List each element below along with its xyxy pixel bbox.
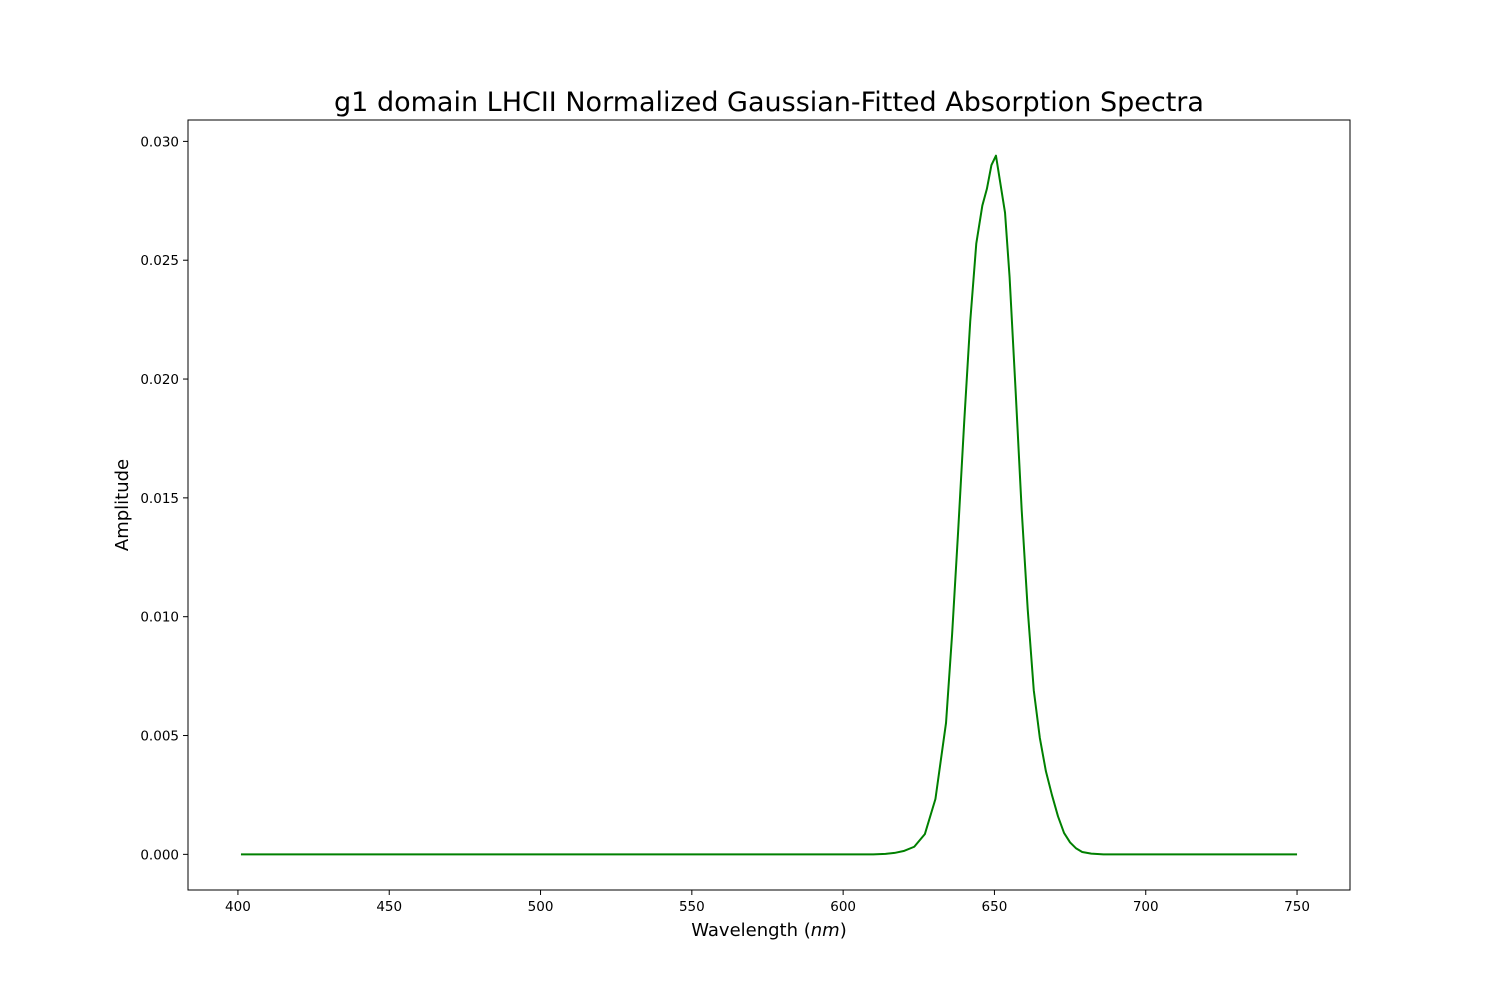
y-tick-label: 0.025 [140,253,179,269]
y-tick-label: 0.020 [140,372,179,388]
x-axis-label-unit: nm [811,920,840,941]
y-tick-label: 0.000 [140,847,179,863]
x-tick-label: 500 [528,899,554,915]
x-axis-label-prefix: Wavelength ( [691,920,811,941]
y-tick-label: 0.030 [140,134,179,150]
x-tick-label: 650 [982,899,1008,915]
chart-title: g1 domain LHCII Normalized Gaussian-Fitt… [334,87,1204,118]
x-tick-label: 700 [1133,899,1159,915]
x-tick-label: 600 [830,899,856,915]
plot-area: 400 450 500 550 600 650 700 750 0.000 0.005 0.010 0… [140,119,1351,915]
x-tick-label: 400 [225,899,251,915]
x-axis-label: Wavelength (nm) [691,920,847,941]
axes-frame [187,119,1351,891]
x-tick-label: 550 [679,899,705,915]
x-tick-label: 450 [376,899,402,915]
x-tick-label: 750 [1284,899,1310,915]
y-tick-label: 0.015 [140,491,179,507]
series-line [240,154,1298,856]
y-axis-label: Amplitude [112,459,133,551]
x-axis-label-suffix: ) [840,920,847,941]
y-tick-label: 0.010 [140,610,179,626]
y-tick-label: 0.005 [140,729,179,745]
